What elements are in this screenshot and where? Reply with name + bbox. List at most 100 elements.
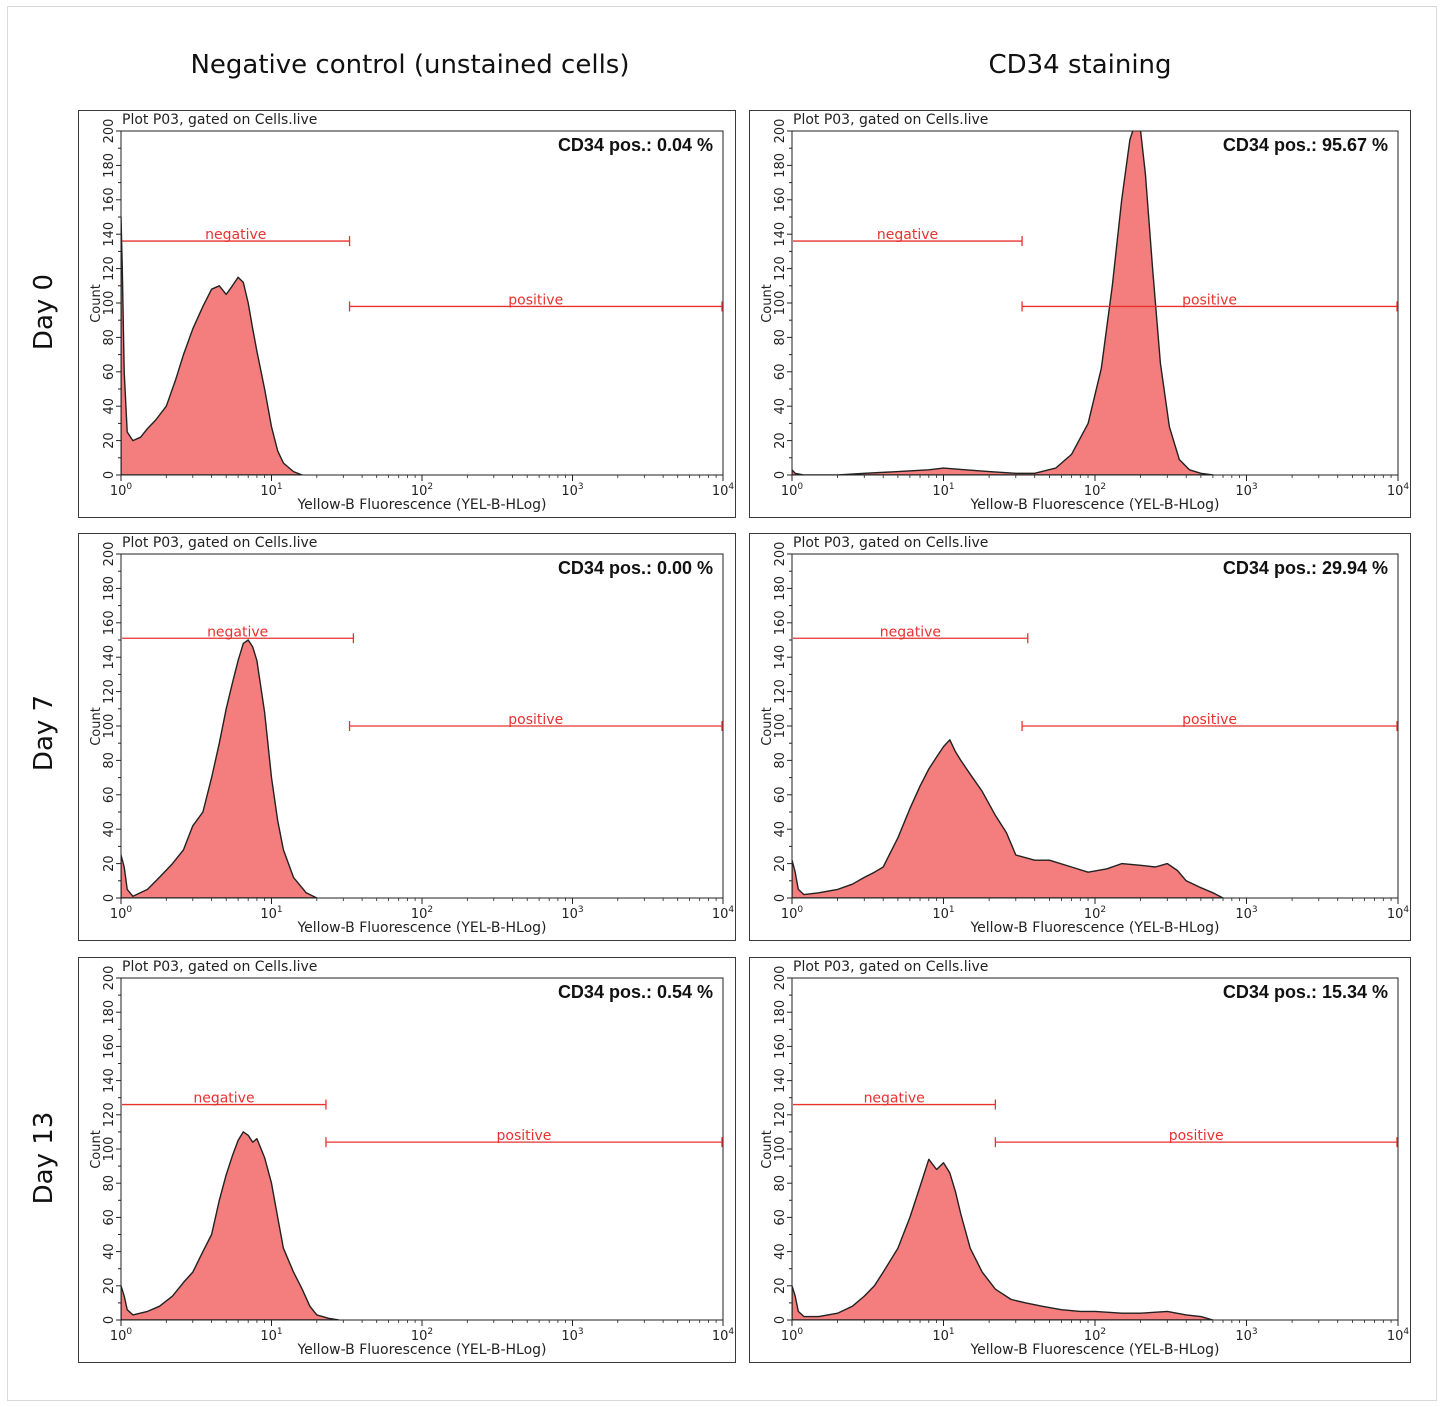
cd34-positive-percentage: CD34 pos.: 0.54 % bbox=[557, 982, 713, 1002]
y-tick-label: 140 bbox=[102, 645, 117, 670]
x-tick-label: 100 bbox=[781, 1327, 804, 1344]
y-tick-label: 60 bbox=[102, 364, 117, 381]
x-tick-label: 101 bbox=[260, 482, 282, 499]
gate-label-negative: negative bbox=[207, 624, 268, 640]
gate-label-negative: negative bbox=[864, 1091, 925, 1107]
gate-label-positive: positive bbox=[497, 1128, 552, 1144]
y-tick-label: 100 bbox=[102, 291, 117, 316]
y-tick-label: 60 bbox=[773, 787, 788, 804]
gate-label-positive: positive bbox=[1182, 292, 1237, 308]
y-tick-label: 80 bbox=[102, 1175, 117, 1192]
histogram-area bbox=[121, 1131, 340, 1320]
y-tick-label: 60 bbox=[773, 1209, 788, 1226]
histogram-area bbox=[792, 131, 1214, 475]
y-tick-label: 180 bbox=[102, 1000, 117, 1025]
y-tick-label: 0 bbox=[773, 471, 788, 479]
y-tick-label: 0 bbox=[102, 1316, 117, 1324]
y-tick-label: 200 bbox=[773, 542, 788, 567]
x-tick-label: 103 bbox=[1235, 1327, 1257, 1344]
gate-label-negative: negative bbox=[877, 227, 938, 243]
histogram-panel: 0 20 40 60 80 100 120 140 160 180 200 100 101 102 103 1… bbox=[749, 110, 1411, 518]
x-tick-label: 102 bbox=[411, 482, 433, 499]
y-axis-label: Count bbox=[88, 284, 104, 323]
histogram-area bbox=[792, 1158, 1214, 1320]
gate-label-negative: negative bbox=[205, 227, 266, 243]
x-tick-label: 101 bbox=[932, 905, 954, 922]
y-tick-label: 40 bbox=[773, 1243, 788, 1260]
x-tick-label: 102 bbox=[411, 905, 433, 922]
x-tick-label: 100 bbox=[110, 482, 133, 499]
column-header-cd34-staining: CD34 staining bbox=[988, 50, 1172, 80]
y-tick-label: 120 bbox=[773, 679, 788, 704]
y-axis-label: Count bbox=[88, 1130, 104, 1169]
x-tick-label: 103 bbox=[561, 1327, 583, 1344]
x-axis-label: Yellow-B Fluorescence (YEL-B-HLog) bbox=[970, 497, 1220, 513]
y-tick-label: 40 bbox=[773, 821, 788, 838]
x-tick-label: 101 bbox=[932, 1327, 954, 1344]
y-tick-label: 160 bbox=[102, 187, 117, 212]
row-label-day-13: Day 13 bbox=[29, 1111, 59, 1205]
plot-title: Plot P03, gated on Cells.live bbox=[122, 112, 318, 128]
y-tick-label: 20 bbox=[773, 855, 788, 872]
y-tick-label: 180 bbox=[773, 1000, 788, 1025]
x-tick-label: 100 bbox=[781, 482, 804, 499]
y-tick-label: 180 bbox=[773, 153, 788, 178]
y-tick-label: 0 bbox=[773, 894, 788, 902]
y-tick-label: 40 bbox=[102, 821, 117, 838]
y-tick-label: 200 bbox=[102, 966, 117, 991]
y-tick-label: 60 bbox=[773, 364, 788, 381]
x-tick-label: 102 bbox=[1084, 482, 1106, 499]
y-tick-label: 200 bbox=[773, 119, 788, 144]
y-tick-label: 100 bbox=[773, 714, 788, 739]
row-label-day-7: Day 7 bbox=[29, 694, 59, 772]
x-tick-label: 104 bbox=[1387, 482, 1410, 499]
y-tick-label: 140 bbox=[102, 222, 117, 247]
x-axis-label: Yellow-B Fluorescence (YEL-B-HLog) bbox=[297, 497, 547, 513]
y-tick-label: 160 bbox=[102, 610, 117, 635]
histogram-svg: 0 20 40 60 80 100 120 140 160 180 200 100 101 102 103 1… bbox=[773, 966, 1409, 1344]
plot-frame bbox=[791, 977, 1399, 1321]
y-tick-label: 120 bbox=[102, 1102, 117, 1127]
gate-label-negative: negative bbox=[880, 624, 941, 640]
y-tick-label: 100 bbox=[102, 1137, 117, 1162]
histogram-panel: 0 20 40 60 80 100 120 140 160 180 200 100 101 102 103 1… bbox=[78, 533, 736, 941]
y-tick-label: 40 bbox=[773, 398, 788, 415]
histogram-svg: 0 20 40 60 80 100 120 140 160 180 200 100 101 102 103 1… bbox=[773, 119, 1410, 499]
y-tick-label: 60 bbox=[102, 1209, 117, 1226]
gate-label-positive: positive bbox=[508, 712, 563, 728]
y-tick-label: 120 bbox=[773, 256, 788, 281]
x-tick-label: 104 bbox=[1387, 905, 1410, 922]
cd34-positive-percentage: CD34 pos.: 0.00 % bbox=[557, 558, 713, 578]
y-tick-label: 140 bbox=[102, 1068, 117, 1093]
column-header-negative-control: Negative control (unstained cells) bbox=[190, 50, 630, 80]
histogram-panel: 0 20 40 60 80 100 120 140 160 180 200 100 101 102 103 1… bbox=[78, 110, 736, 518]
y-tick-label: 180 bbox=[102, 153, 117, 178]
x-tick-label: 104 bbox=[712, 1327, 735, 1344]
y-tick-label: 80 bbox=[773, 329, 788, 346]
cd34-positive-percentage: CD34 pos.: 95.67 % bbox=[1222, 135, 1388, 155]
gate-label-positive: positive bbox=[1169, 1128, 1224, 1144]
x-axis-label: Yellow-B Fluorescence (YEL-B-HLog) bbox=[297, 1342, 547, 1358]
x-axis-label: Yellow-B Fluorescence (YEL-B-HLog) bbox=[970, 920, 1220, 936]
plot-title: Plot P03, gated on Cells.live bbox=[793, 535, 989, 551]
histogram-area bbox=[792, 739, 1224, 898]
x-tick-label: 101 bbox=[932, 482, 954, 499]
x-axis-label: Yellow-B Fluorescence (YEL-B-HLog) bbox=[970, 1342, 1220, 1358]
x-tick-label: 103 bbox=[561, 482, 583, 499]
cd34-positive-percentage: CD34 pos.: 29.94 % bbox=[1222, 558, 1388, 578]
y-tick-label: 40 bbox=[102, 1243, 117, 1260]
plot-title: Plot P03, gated on Cells.live bbox=[793, 959, 989, 975]
y-tick-label: 0 bbox=[102, 471, 117, 479]
y-tick-label: 20 bbox=[773, 1278, 788, 1295]
x-tick-label: 101 bbox=[260, 905, 282, 922]
y-axis-label: Count bbox=[88, 707, 104, 746]
plot-title: Plot P03, gated on Cells.live bbox=[122, 535, 318, 551]
y-tick-label: 200 bbox=[102, 542, 117, 567]
y-tick-label: 160 bbox=[773, 610, 788, 635]
figure-frame bbox=[7, 6, 1437, 1401]
x-tick-label: 100 bbox=[110, 905, 133, 922]
y-tick-label: 140 bbox=[773, 645, 788, 670]
histogram-svg: 0 20 40 60 80 100 120 140 160 180 200 100 101 102 103 1… bbox=[102, 542, 734, 922]
histogram-svg: 0 20 40 60 80 100 120 140 160 180 200 100 101 102 103 1… bbox=[773, 542, 1410, 922]
y-tick-label: 60 bbox=[102, 787, 117, 804]
